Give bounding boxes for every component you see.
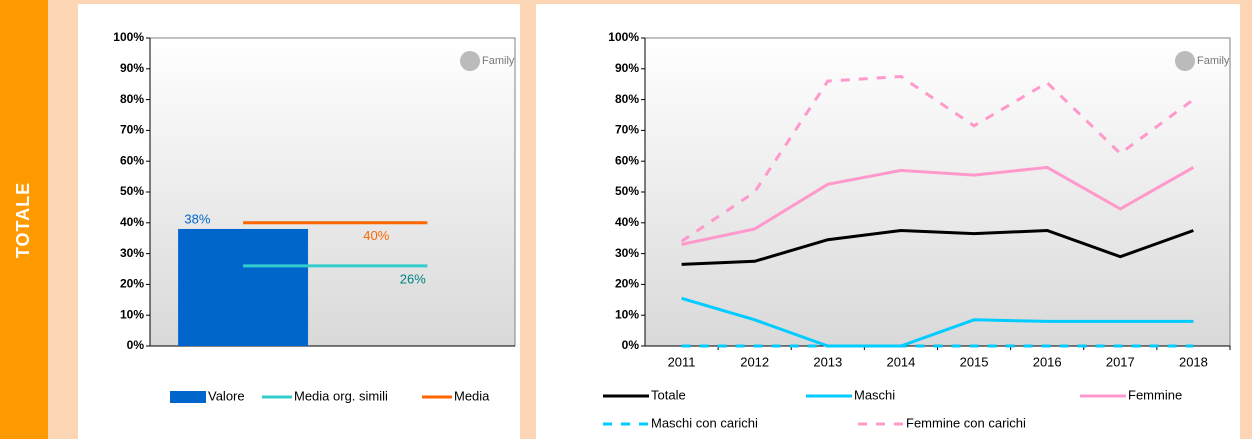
legend-label: Totale (651, 387, 686, 402)
y-tick-label: 40% (615, 215, 639, 229)
series-line (681, 165, 1195, 246)
legend-label: Femmine con carichi (906, 415, 1026, 430)
y-tick-label: 40% (120, 215, 144, 229)
logo: Family (482, 55, 515, 67)
y-tick-label: 70% (120, 123, 144, 137)
value-label: 26% (400, 271, 426, 286)
y-tick-label: 100% (608, 30, 639, 44)
y-tick-label: 20% (120, 277, 144, 291)
legend-swatch (170, 391, 206, 403)
series-line (680, 74, 1195, 243)
x-tick-label: 2014 (886, 354, 915, 369)
x-tick-label: 2016 (1033, 354, 1062, 369)
value-label: 40% (363, 228, 389, 243)
y-tick-label: 30% (120, 246, 144, 260)
series-line (681, 228, 1194, 266)
bar (178, 228, 309, 346)
x-tick-label: 2011 (668, 354, 696, 369)
y-tick-label: 70% (615, 123, 639, 137)
logo-icon (460, 51, 480, 71)
section-band (0, 0, 48, 439)
x-tick-label: 2015 (960, 354, 989, 369)
y-tick-label: 80% (615, 92, 639, 106)
series-line (681, 296, 1194, 348)
y-tick-label: 80% (120, 92, 144, 106)
section-label: TOTALE (13, 182, 33, 258)
x-tick-label: 2012 (740, 354, 769, 369)
y-tick-label: 60% (120, 153, 144, 167)
y-tick-label: 0% (622, 338, 640, 352)
legend-label: Maschi con carichi (651, 415, 758, 430)
legend-label: Media org. simili (294, 388, 388, 403)
y-tick-label: 10% (615, 307, 639, 321)
y-tick-label: 60% (615, 153, 639, 167)
legend-label: Valore (208, 388, 245, 403)
y-tick-label: 20% (615, 277, 639, 291)
plot-area (644, 37, 1231, 347)
y-tick-label: 50% (615, 184, 639, 198)
logo-icon (1175, 51, 1195, 71)
legend-label: Maschi (854, 387, 895, 402)
y-tick-label: 100% (113, 30, 144, 44)
y-tick-label: 10% (120, 307, 144, 321)
y-tick-label: 90% (615, 61, 639, 75)
value-label: 38% (184, 211, 210, 226)
legend-label: Femmine (1128, 387, 1182, 402)
legend-label: Media (454, 388, 490, 403)
x-tick-label: 2018 (1179, 354, 1208, 369)
y-tick-label: 90% (120, 61, 144, 75)
y-tick-label: 0% (127, 338, 145, 352)
y-tick-label: 30% (615, 246, 639, 260)
x-tick-label: 2013 (813, 354, 842, 369)
logo: Family (1197, 55, 1230, 67)
x-tick-label: 2017 (1106, 354, 1135, 369)
y-tick-label: 50% (120, 184, 144, 198)
